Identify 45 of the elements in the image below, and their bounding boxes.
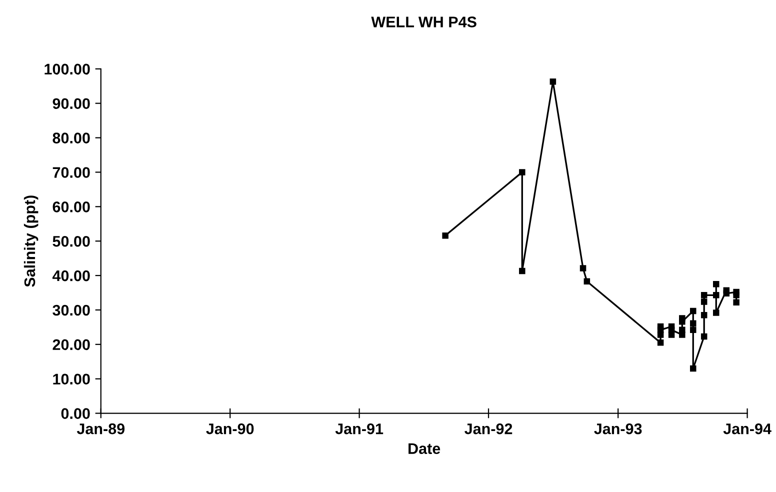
point	[690, 308, 696, 314]
y-tick-label: 100.00	[44, 64, 90, 75]
x-tick-label: Jan-93	[594, 423, 642, 434]
point	[584, 278, 590, 284]
point	[713, 292, 720, 298]
point	[700, 298, 708, 305]
x-tick-label: Jan-90	[206, 423, 254, 434]
chart-title: WELL WH P4S	[371, 16, 476, 28]
point	[733, 299, 740, 306]
point	[700, 333, 708, 340]
point	[657, 340, 664, 346]
point	[690, 320, 696, 327]
x-tick-label: Jan-94	[723, 423, 772, 434]
point	[690, 326, 696, 334]
point	[580, 265, 586, 272]
point	[700, 312, 708, 318]
point	[723, 290, 730, 297]
point	[657, 326, 664, 334]
x-tick-label: Jan-92	[464, 423, 512, 434]
point	[679, 318, 686, 325]
point	[442, 232, 448, 239]
point	[519, 169, 526, 176]
point	[700, 292, 708, 298]
y-tick-label: 80.00	[52, 132, 90, 144]
y-tick-label: 40.00	[52, 270, 90, 282]
point	[679, 326, 686, 334]
y-tick-label: 0.00	[61, 408, 90, 419]
point	[550, 78, 556, 85]
y-tick-label: 20.00	[52, 339, 90, 350]
x-axis-title: Date	[408, 443, 440, 454]
y-tick-label: 50.00	[52, 236, 90, 247]
y-tick-label: 60.00	[52, 202, 90, 212]
x-tick-label: Jan-89	[76, 423, 125, 434]
point	[733, 292, 740, 298]
y-tick-label: 70.00	[52, 167, 90, 178]
y-tick-label: 30.00	[52, 304, 90, 316]
point	[668, 326, 675, 334]
x-tick-label: Jan-91	[335, 423, 384, 434]
point	[713, 281, 720, 288]
point	[519, 268, 526, 274]
y-tick-label: 10.00	[53, 374, 90, 385]
point	[690, 365, 696, 372]
y-tick-label: 90.00	[52, 98, 90, 110]
y-axis-title: Salinity (ppt)	[24, 196, 38, 287]
point	[713, 310, 720, 316]
